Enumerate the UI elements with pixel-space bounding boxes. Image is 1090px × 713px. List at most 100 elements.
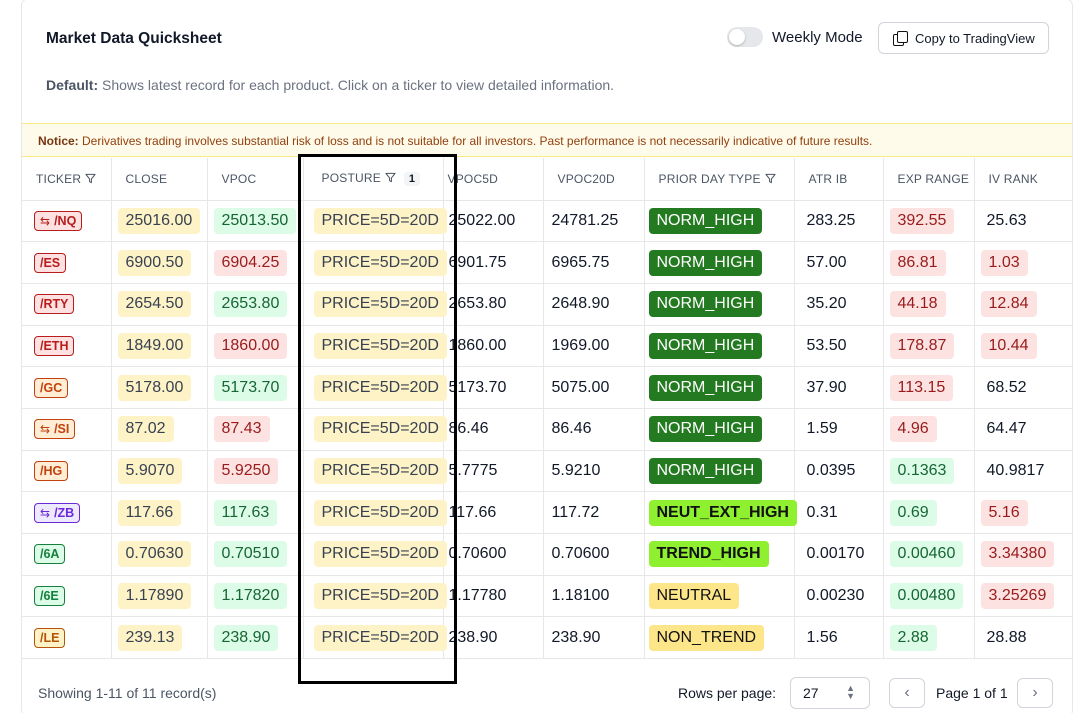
- posture-cell: PRICE=5D=20D: [303, 450, 447, 493]
- close-cell: 5178.00: [111, 366, 208, 409]
- posture-value: PRICE=5D=20D: [313, 332, 447, 359]
- column-header-prior-day-type[interactable]: PRIOR DAY TYPE: [644, 158, 795, 201]
- close-cell: 0.70630: [111, 533, 208, 576]
- ticker-badge[interactable]: /LE: [34, 627, 66, 648]
- table-row: /ES 6900.50 6904.25 PRICE=5D=20D 6901.75 6965…: [22, 241, 1072, 284]
- atr-ib-cell: 0.0395: [794, 450, 884, 493]
- ticker-badge[interactable]: /6E: [34, 586, 65, 607]
- close-cell: 6900.50: [111, 241, 208, 284]
- atr-ib-value: 0.00170: [806, 545, 865, 563]
- vpoc20d-cell: 5.9210: [543, 450, 645, 493]
- vpoc20d-value: 86.46: [551, 420, 592, 438]
- posture-cell: PRICE=5D=20D: [303, 241, 447, 284]
- ticker-cell: /GC: [22, 366, 112, 409]
- ticker-symbol: /6E: [40, 589, 59, 604]
- vpoc20d-cell: 117.72: [543, 491, 645, 534]
- prior-day-type-cell: NORM_HIGH: [644, 241, 795, 284]
- ticker-badge[interactable]: /ETH: [34, 335, 75, 356]
- rows-per-page-label: Rows per page:: [678, 685, 777, 701]
- iv-rank-value: 3.25269: [980, 583, 1055, 610]
- close-value: 1849.00: [117, 332, 192, 359]
- copy-icon: [893, 31, 908, 46]
- column-header-posture[interactable]: POSTURE 1: [303, 158, 444, 201]
- vpoc5d-cell: 5.7775: [443, 450, 544, 493]
- vpoc5d-cell: 1860.00: [443, 325, 544, 368]
- weekly-mode-control: Weekly Mode: [727, 27, 863, 47]
- copy-to-tradingview-button[interactable]: Copy to TradingView: [878, 22, 1049, 54]
- ticker-cell: /ETH: [22, 325, 112, 368]
- filter-icon[interactable]: [385, 172, 396, 183]
- exp-range-cell: 44.18: [883, 283, 975, 326]
- chevron-updown-icon: ▲ ▼: [846, 683, 855, 701]
- atr-ib-cell: 0.00170: [794, 533, 884, 576]
- column-header-atr-ib[interactable]: ATR IB: [794, 158, 884, 201]
- iv-rank-value: 5.16: [980, 499, 1028, 526]
- close-cell: 25016.00: [111, 200, 208, 243]
- prior-day-type-value: NORM_HIGH: [648, 374, 763, 401]
- close-cell: 87.02: [111, 408, 208, 451]
- column-header-vpoc5d[interactable]: VPOC5D: [443, 158, 544, 201]
- column-header-ticker[interactable]: TICKER: [22, 158, 112, 201]
- close-value: 25016.00: [117, 207, 201, 234]
- ticker-badge[interactable]: /HG: [34, 460, 69, 481]
- vpoc-cell: 1.17820: [207, 575, 304, 618]
- ticker-symbol: /ZB: [54, 505, 75, 520]
- column-header-label: IV RANK: [988, 171, 1038, 186]
- ticker-badge[interactable]: /6A: [34, 544, 66, 565]
- filter-icon[interactable]: [85, 173, 96, 184]
- vpoc20d-value: 117.72: [551, 503, 600, 521]
- next-page-button[interactable]: ›: [1017, 678, 1053, 708]
- exp-range-value: 44.18: [889, 291, 946, 318]
- iv-rank-cell: 10.44: [974, 325, 1072, 368]
- column-header-exp-range[interactable]: EXP RANGE: [883, 158, 975, 201]
- iv-rank-cell: 3.25269: [974, 575, 1072, 618]
- iv-rank-cell: 28.88: [974, 616, 1072, 660]
- posture-value: PRICE=5D=20D: [313, 499, 447, 526]
- close-value: 117.66: [117, 499, 182, 526]
- weekly-mode-toggle[interactable]: [727, 27, 763, 47]
- vpoc20d-value: 24781.25: [551, 211, 619, 229]
- column-header-vpoc20d[interactable]: VPOC20D: [543, 158, 645, 201]
- notice-label: Notice:: [38, 134, 79, 148]
- table-body: ⇆/NQ 25016.00 25013.50 PRICE=5D=20D 25022.00…: [22, 200, 1072, 660]
- column-header-iv-rank[interactable]: IV RANK: [974, 158, 1072, 201]
- previous-page-button[interactable]: ‹: [889, 678, 925, 708]
- column-header-vpoc[interactable]: VPOC: [207, 158, 304, 201]
- default-note-text: Shows latest record for each product. Cl…: [102, 77, 615, 93]
- ticker-badge[interactable]: /ES: [34, 252, 67, 273]
- atr-ib-cell: 1.56: [794, 616, 884, 660]
- exp-range-value: 0.69: [889, 499, 937, 526]
- column-header-label: VPOC20D: [557, 171, 615, 186]
- atr-ib-cell: 0.00230: [794, 575, 884, 618]
- quicksheet-card: Market Data Quicksheet Weekly Mode Copy …: [21, 0, 1073, 713]
- exp-range-cell: 2.88: [883, 616, 975, 660]
- ticker-badge[interactable]: ⇆/ZB: [34, 502, 81, 523]
- rows-per-page-select[interactable]: 27 ▲ ▼: [790, 677, 870, 709]
- swap-arrows-icon: ⇆: [40, 422, 51, 437]
- column-header-close[interactable]: CLOSE: [111, 158, 208, 201]
- iv-rank-cell: 68.52: [974, 366, 1072, 409]
- ticker-cell: ⇆/ZB: [22, 491, 112, 534]
- ticker-badge[interactable]: /RTY: [34, 294, 75, 315]
- table-row: /GC 5178.00 5173.70 PRICE=5D=20D 5173.70 5075…: [22, 366, 1072, 409]
- atr-ib-cell: 283.25: [794, 200, 884, 243]
- vpoc20d-value: 1.18100: [551, 587, 610, 605]
- ticker-badge[interactable]: ⇆/SI: [34, 419, 76, 440]
- swap-arrows-icon: ⇆: [40, 505, 51, 520]
- vpoc20d-cell: 2648.90: [543, 283, 645, 326]
- ticker-badge[interactable]: /GC: [34, 377, 69, 398]
- prior-day-type-cell: NEUT_EXT_HIGH: [644, 491, 797, 534]
- ticker-cell: ⇆/NQ: [22, 200, 112, 243]
- exp-range-value: 0.1363: [889, 457, 955, 484]
- ticker-badge[interactable]: ⇆/NQ: [34, 210, 83, 231]
- close-value: 2654.50: [117, 291, 192, 318]
- ticker-symbol: /GC: [40, 380, 63, 395]
- close-value: 0.70630: [117, 541, 192, 568]
- vpoc20d-value: 1969.00: [551, 336, 610, 354]
- close-value: 6900.50: [117, 249, 192, 276]
- atr-ib-cell: 1.59: [794, 408, 884, 451]
- filter-icon[interactable]: [765, 173, 776, 184]
- table-row: /6E 1.17890 1.17820 PRICE=5D=20D 1.17780 1.18…: [22, 575, 1072, 618]
- ticker-cell: /HG: [22, 450, 112, 493]
- weekly-mode-label: Weekly Mode: [772, 28, 863, 46]
